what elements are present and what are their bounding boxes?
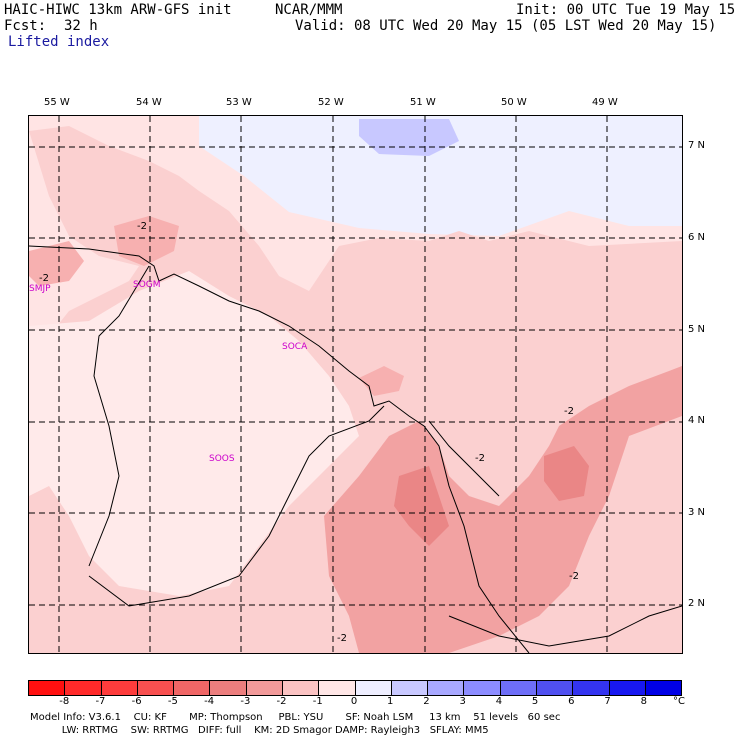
colorbar-tick-label: 8	[640, 696, 647, 707]
colorbar-tick-label: -1	[312, 696, 323, 707]
valid-time: Valid: 08 UTC Wed 20 May 15 (05 LST Wed …	[295, 18, 717, 34]
lon-label-50w: 50 W	[501, 97, 527, 108]
model-title: HAIC-HIWC 13km ARW-GFS init	[4, 2, 232, 18]
colorbar-tick-label: -4	[204, 696, 215, 707]
colorbar-tick-label: 3	[459, 696, 466, 707]
city-soca: SOCA	[282, 342, 308, 352]
lat-label-2n: 2 N	[688, 598, 706, 609]
lifted-index-map: -2 -2 -2 -2 -2 -2 SMJP SOGM SOCA SOOS	[28, 115, 683, 654]
colorbar-tick-label: 7	[604, 696, 611, 707]
colorbar-tick-label: -8	[59, 696, 70, 707]
colorbar-swatch	[355, 681, 392, 695]
colorbar-swatch	[282, 681, 320, 695]
contour-label-6: -2	[337, 633, 347, 644]
model-info-line1: Model Info: V3.6.1 CU: KF MP: Thompson P…	[30, 712, 561, 723]
colorbar-swatch	[174, 681, 211, 695]
colorbar-swatch	[500, 681, 537, 695]
neg3-region-w	[29, 241, 84, 286]
pos1-region	[199, 116, 682, 236]
contour-label-3: -2	[564, 406, 574, 417]
border-suriname-fg	[88, 405, 385, 607]
lon-label-55w: 55 W	[44, 97, 70, 108]
colorbar-tick-label: 6	[568, 696, 575, 707]
colorbar-swatch	[65, 681, 102, 695]
colorbar-tick-label: 4	[495, 696, 503, 707]
colorbar-swatch	[391, 681, 429, 695]
contour-label-4: -2	[475, 453, 485, 464]
colorbar-swatch	[645, 681, 682, 695]
lat-label-7n: 7 N	[688, 140, 706, 151]
neg3-region-se	[324, 366, 682, 653]
lon-label-52w: 52 W	[318, 97, 344, 108]
colorbar-swatch	[246, 681, 283, 695]
colorbar-tick-label: -3	[240, 696, 251, 707]
colorbar-tick-label: 0	[350, 696, 358, 707]
model-info-line2: LW: RRTMG SW: RRTMG DIFF: full KM: 2D Sm…	[30, 725, 489, 736]
colorbar-tick-label: -7	[95, 696, 106, 707]
lon-label-49w: 49 W	[592, 97, 618, 108]
colorbar-swatch	[101, 681, 138, 695]
color-legend	[28, 680, 682, 696]
colorbar-swatch	[536, 681, 574, 695]
lat-label-3n: 3 N	[688, 507, 706, 518]
colorbar-swatch	[137, 681, 175, 695]
interior-light	[29, 271, 359, 596]
neg3-core-2	[544, 446, 589, 501]
forecast-hour: 32 h	[64, 18, 98, 34]
border-fg-brazil	[428, 420, 500, 497]
city-sogm: SOGM	[133, 280, 161, 290]
colorbar-unit: °C	[673, 696, 685, 707]
neg3-region-nw	[114, 216, 179, 266]
field-name: Lifted index	[8, 34, 110, 50]
contour-label-5: -2	[569, 571, 579, 582]
neg3-core-1	[394, 466, 449, 546]
colorbar-tick-label: -2	[276, 696, 287, 707]
colorbar-tick-label: 2	[423, 696, 430, 707]
colorbar-swatch	[573, 681, 610, 695]
lon-label-54w: 54 W	[136, 97, 162, 108]
lon-label-51w: 51 W	[410, 97, 436, 108]
colorbar-tick-label: 1	[387, 696, 394, 707]
lon-label-53w: 53 W	[226, 97, 252, 108]
contour-label-1: -2	[137, 221, 147, 232]
border-south	[448, 605, 683, 647]
colorbar-swatch	[609, 681, 646, 695]
coastline	[28, 245, 530, 654]
map-canvas	[28, 116, 683, 654]
contour-label-2: -2	[39, 273, 49, 284]
lat-label-4n: 4 N	[688, 415, 706, 426]
city-smjp: SMJP	[29, 284, 51, 294]
city-soos: SOOS	[209, 454, 235, 464]
colorbar-swatch	[464, 681, 501, 695]
colorbar-swatch	[210, 681, 247, 695]
colorbar-tick-label: -6	[131, 696, 142, 707]
colorbar-tick-label: -5	[167, 696, 178, 707]
colorbar-tick-label: 5	[531, 696, 539, 707]
graticule	[29, 116, 682, 653]
colorbar-swatch	[319, 681, 356, 695]
border-suriname-guyana	[88, 265, 150, 567]
forecast-label: Fcst:	[4, 18, 47, 34]
lat-label-5n: 5 N	[688, 324, 706, 335]
init-time: Init: 00 UTC Tue 19 May 15	[516, 2, 736, 18]
colorbar-swatch	[428, 681, 465, 695]
neg3-blob	[359, 366, 404, 396]
organization: NCAR/MMM	[275, 2, 343, 18]
colorbar-swatch	[29, 681, 66, 695]
lat-label-6n: 6 N	[688, 232, 706, 243]
